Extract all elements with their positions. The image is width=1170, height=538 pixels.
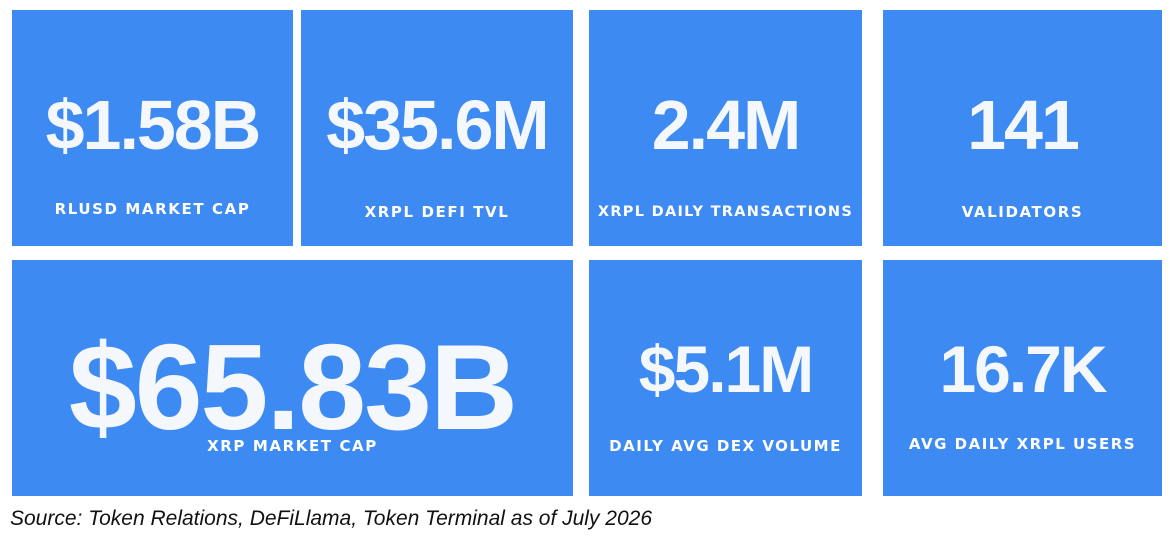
stat-card-validators: 141 VALIDATORS [883,10,1162,246]
stat-label: VALIDATORS [961,203,1084,221]
stat-value: $5.1M [638,332,814,406]
stat-label: DAILY AVG DEX VOLUME [609,437,842,455]
stat-card-avg-daily-xrpl-users: 16.7K AVG DAILY XRPL USERS [883,260,1162,496]
stat-value: $65.83B [68,319,518,455]
stat-card-xrpl-daily-transactions: 2.4M XRPL DAILY TRANSACTIONS [589,10,862,246]
stat-card-xrp-market-cap: $65.83B XRP MARKET CAP [12,260,573,496]
stat-card-rlusd-market-cap: $1.58B RLUSD MARKET CAP [12,10,293,246]
stat-label: RLUSD MARKET CAP [54,200,251,218]
stat-label: XRPL DAILY TRANSACTIONS [597,204,854,220]
source-caption: Source: Token Relations, DeFiLlama, Toke… [10,507,653,530]
stat-value: 16.7K [939,332,1107,406]
stat-value: $35.6M [326,86,549,164]
stat-label: XRPL DEFI TVL [364,203,510,221]
stat-value: $1.58B [45,86,262,164]
stat-card-xrpl-defi-tvl: $35.6M XRPL DEFI TVL [301,10,573,246]
stat-value: 2.4M [651,86,802,164]
stat-card-daily-avg-dex-volume: $5.1M DAILY AVG DEX VOLUME [589,260,862,496]
stat-label: XRP MARKET CAP [207,437,378,455]
stat-value: 141 [967,86,1080,164]
stat-label: AVG DAILY XRPL USERS [908,435,1137,453]
